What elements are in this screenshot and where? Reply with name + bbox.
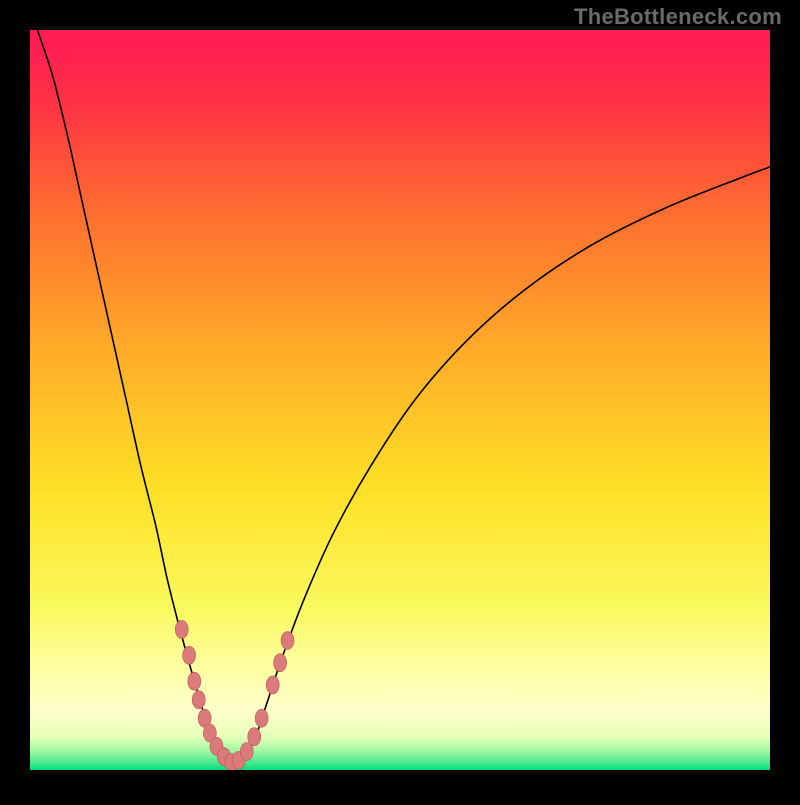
data-dot [183,646,196,664]
data-dot [266,676,279,694]
data-dot [255,709,268,727]
data-dot [188,672,201,690]
plot-background [30,30,770,770]
data-dot [192,691,205,709]
watermark-text: TheBottleneck.com [574,4,782,30]
data-dot [248,728,261,746]
bottleneck-chart [0,0,800,800]
chart-frame [0,0,800,800]
data-dot [281,632,294,650]
data-dot [175,620,188,638]
data-dot [240,743,253,761]
data-dot [274,654,287,672]
